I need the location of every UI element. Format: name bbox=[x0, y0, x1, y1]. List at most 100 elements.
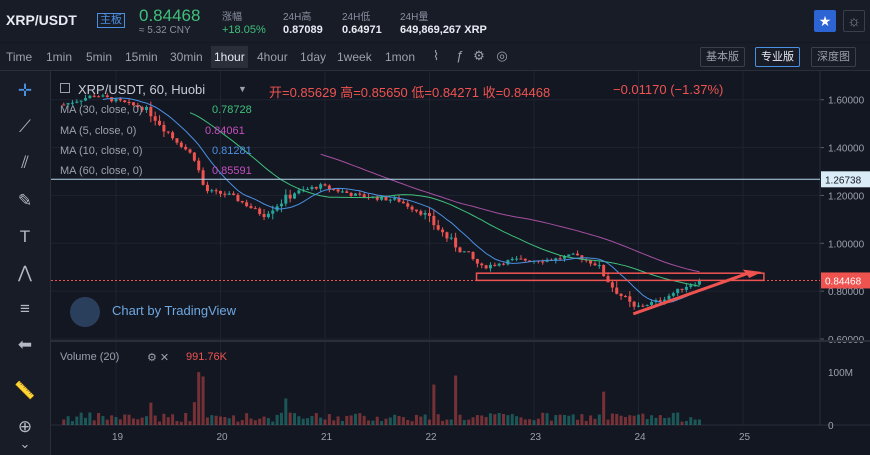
board-badge: 主板 bbox=[97, 13, 125, 28]
indicators-icon[interactable]: ƒ bbox=[456, 48, 464, 63]
chevron-down-icon[interactable]: ⌄ bbox=[19, 436, 31, 451]
time-axis-label: 19 bbox=[112, 432, 124, 443]
candle-body bbox=[441, 229, 445, 233]
volume-bar bbox=[380, 421, 384, 425]
ma-label: MA (10, close, 0) bbox=[60, 145, 143, 157]
volume-bar bbox=[458, 414, 462, 425]
volume-bar bbox=[645, 419, 649, 425]
view-basic-button[interactable]: 基本版 bbox=[700, 47, 745, 67]
pattern-icon[interactable]: ⋀ bbox=[18, 263, 32, 282]
volume-bar bbox=[667, 417, 671, 425]
volume-bar bbox=[179, 421, 183, 425]
crosshair-icon[interactable]: ✛ bbox=[17, 81, 33, 100]
volume-bar bbox=[327, 414, 331, 425]
volume-bar bbox=[345, 415, 349, 425]
candle-body bbox=[467, 251, 471, 253]
volume-bar bbox=[467, 419, 471, 425]
price-scale-label: 1.40000 bbox=[828, 144, 865, 155]
volume-bar bbox=[650, 415, 654, 425]
pair-name[interactable]: XRP/USDT bbox=[6, 12, 77, 28]
candle-body bbox=[349, 192, 353, 196]
volume-bar bbox=[136, 419, 140, 425]
volume-bar bbox=[623, 416, 627, 425]
candle-body bbox=[105, 95, 109, 98]
candle-body bbox=[210, 190, 214, 192]
volume-bar bbox=[340, 420, 344, 425]
volume-bar bbox=[75, 416, 79, 425]
view-depth-button[interactable]: 深度图 bbox=[811, 47, 856, 67]
volume-bar bbox=[84, 417, 88, 425]
time-axis-label: 22 bbox=[426, 432, 438, 443]
tf-time[interactable]: Time bbox=[6, 50, 33, 64]
level-price-marker bbox=[821, 171, 870, 188]
volume-bar bbox=[697, 419, 701, 425]
tf-4hour[interactable]: 4hour bbox=[257, 50, 288, 64]
volume-bar bbox=[610, 413, 614, 425]
volume-bar bbox=[428, 419, 431, 425]
volume-bar bbox=[554, 415, 558, 425]
volume-bar bbox=[144, 416, 148, 425]
candle-body bbox=[245, 202, 249, 207]
ruler-icon[interactable]: 📏 bbox=[14, 381, 36, 400]
volume-bar bbox=[353, 413, 357, 425]
parallel-lines-icon[interactable]: ⫽ bbox=[21, 153, 29, 172]
tf-1week[interactable]: 1week bbox=[337, 50, 372, 64]
fib-icon[interactable]: ≡ bbox=[20, 299, 30, 318]
candle-body bbox=[79, 100, 83, 102]
settings-icon[interactable]: ⚙ bbox=[473, 48, 485, 63]
candle-body bbox=[140, 107, 144, 110]
text-tool-icon[interactable]: T bbox=[19, 227, 31, 246]
tf-1mon[interactable]: 1mon bbox=[385, 50, 416, 64]
candle-body bbox=[689, 285, 693, 287]
volume-bar bbox=[471, 417, 475, 425]
candle-body bbox=[428, 213, 431, 216]
trendline-icon[interactable]: ⟋ bbox=[19, 117, 31, 136]
candle-body bbox=[384, 196, 388, 201]
collapse-legend-icon[interactable] bbox=[60, 83, 70, 93]
volume-bar bbox=[401, 417, 405, 425]
chart-type-icon[interactable]: ⌇ bbox=[432, 48, 440, 63]
candle-body bbox=[623, 296, 627, 298]
candle-body bbox=[240, 200, 244, 203]
legend-symbol: XRP/USDT, 60, Huobi bbox=[78, 82, 206, 97]
theme-toggle-icon[interactable]: ☼ bbox=[843, 10, 865, 32]
candle-body bbox=[149, 106, 153, 117]
back-arrow-icon[interactable]: ⬅ bbox=[17, 335, 33, 354]
candle-body bbox=[597, 265, 601, 267]
view-pro-button[interactable]: 专业版 bbox=[755, 47, 800, 67]
brush-icon[interactable]: ✎ bbox=[17, 191, 33, 210]
candle-body bbox=[667, 295, 671, 300]
tf-1day[interactable]: 1day bbox=[300, 50, 327, 64]
candle-body bbox=[475, 258, 479, 264]
tf-1min[interactable]: 1min bbox=[46, 50, 73, 64]
candle-body bbox=[219, 190, 222, 194]
tradingview-watermark[interactable]: Chart by TradingView bbox=[112, 303, 237, 318]
screenshot-icon[interactable]: ◎ bbox=[496, 48, 508, 63]
candle-body bbox=[658, 300, 662, 302]
volume-bar bbox=[454, 375, 458, 425]
tf-30min[interactable]: 30min bbox=[170, 50, 203, 64]
volume-legend-icons[interactable]: ⚙ ✕ bbox=[147, 352, 170, 364]
volume-bar bbox=[232, 415, 236, 425]
chart-grid: 1.600001.400001.200001.000000.800000.600… bbox=[51, 71, 870, 455]
candle-body bbox=[641, 305, 645, 307]
candle-body bbox=[393, 198, 397, 200]
tf-1hour[interactable]: 1hour bbox=[211, 46, 248, 68]
volume-bar bbox=[475, 415, 479, 425]
price-chart[interactable]: 1.600001.400001.200001.000000.800000.600… bbox=[51, 71, 870, 455]
volume-bar bbox=[105, 419, 109, 425]
volume-bar bbox=[562, 414, 566, 425]
volume-bar bbox=[641, 413, 645, 425]
tf-5min[interactable]: 5min bbox=[86, 50, 113, 64]
trend-arrow-head bbox=[743, 269, 762, 278]
candle-body bbox=[541, 261, 545, 263]
legend-dropdown-icon[interactable]: ▼ bbox=[238, 84, 247, 94]
zoom-in-icon[interactable]: ⊕ bbox=[17, 417, 33, 436]
stat-change-value: +18.05% bbox=[222, 24, 266, 36]
candle-body bbox=[110, 97, 114, 102]
volume-bar bbox=[549, 420, 553, 425]
candle-body bbox=[118, 98, 122, 101]
favorite-star-icon[interactable]: ★ bbox=[814, 10, 836, 32]
volume-bar bbox=[323, 419, 327, 425]
tf-15min[interactable]: 15min bbox=[125, 50, 158, 64]
